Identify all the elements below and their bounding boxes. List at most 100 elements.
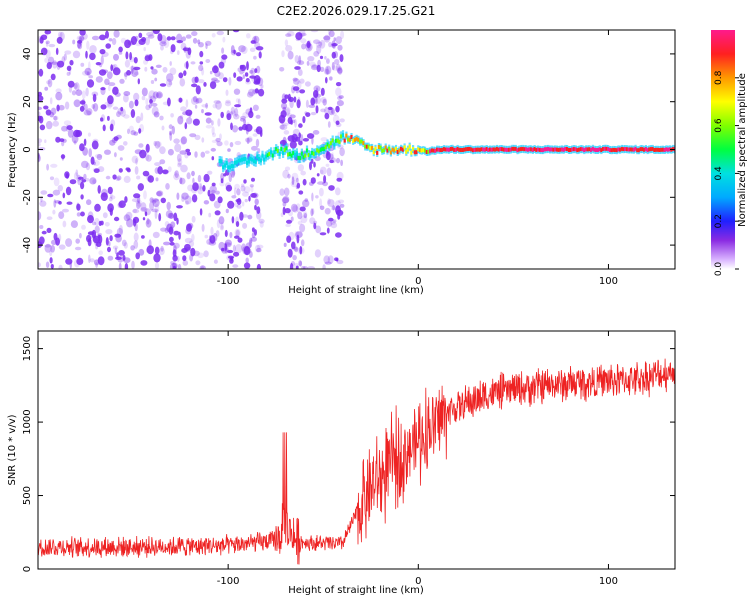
noise-point: [255, 126, 263, 135]
signal-band: [495, 146, 499, 151]
signal-band: [288, 152, 291, 156]
signal-band: [492, 147, 495, 152]
noise-point: [300, 134, 304, 143]
signal-band: [247, 159, 250, 164]
noise-point: [86, 40, 90, 50]
noise-point: [44, 244, 51, 248]
noise-point: [279, 67, 285, 72]
noise-point: [205, 59, 211, 63]
noise-point: [74, 82, 80, 92]
noise-point: [331, 152, 334, 161]
noise-point: [325, 77, 328, 84]
noise-point: [245, 137, 253, 143]
noise-point: [291, 133, 298, 143]
noise-point: [112, 106, 119, 110]
noise-point: [52, 189, 61, 196]
noise-point: [131, 155, 139, 164]
noise-point: [44, 86, 49, 91]
noise-point: [114, 233, 122, 238]
noise-point: [157, 33, 163, 42]
noise-point: [300, 38, 307, 44]
noise-point: [250, 67, 256, 76]
noise-point: [315, 87, 319, 96]
noise-point: [45, 40, 50, 45]
noise-point: [115, 234, 122, 243]
noise-point: [224, 229, 228, 238]
noise-point: [186, 172, 191, 180]
signal-band: [461, 148, 464, 152]
noise-point: [53, 177, 60, 187]
noise-point: [340, 159, 343, 166]
noise-point: [174, 170, 179, 179]
noise-point: [166, 201, 171, 211]
signal-band: [242, 157, 245, 162]
signal-band: [567, 148, 570, 152]
noise-point: [186, 117, 193, 125]
noise-point: [66, 71, 71, 76]
signal-band: [266, 153, 269, 158]
noise-point: [320, 97, 327, 103]
noise-point: [337, 66, 342, 71]
noise-point: [67, 129, 74, 138]
noise-point: [230, 49, 237, 56]
noise-point: [320, 137, 328, 142]
signal-band: [555, 147, 558, 152]
signal-band: [610, 148, 613, 153]
noise-point: [298, 123, 303, 128]
noise-point: [173, 171, 177, 176]
noise-point: [335, 122, 342, 128]
noise-point: [234, 140, 242, 146]
noise-point: [38, 211, 42, 221]
signal-band: [653, 148, 656, 152]
noise-point: [173, 242, 180, 249]
noise-point: [134, 166, 139, 175]
signal-band: [441, 148, 444, 152]
noise-point: [93, 161, 96, 166]
signal-band: [639, 147, 642, 152]
noise-point: [167, 212, 174, 219]
signal-band: [406, 147, 410, 152]
noise-point: [283, 242, 287, 247]
noise-point: [221, 54, 228, 60]
noise-point: [152, 198, 160, 208]
noise-point: [339, 147, 345, 157]
colorbar-tick-label: 0.6: [714, 118, 724, 133]
noise-point: [337, 66, 343, 75]
noise-point: [249, 251, 253, 258]
noise-point: [168, 81, 173, 86]
noise-point: [331, 61, 335, 71]
noise-point: [295, 265, 299, 269]
noise-point: [191, 76, 198, 84]
noise-point: [242, 112, 249, 119]
signal-band: [584, 147, 588, 152]
noise-point: [330, 220, 336, 225]
signal-band: [644, 147, 647, 151]
signal-band: [258, 157, 261, 161]
noise-point: [113, 216, 120, 222]
noise-point: [79, 105, 85, 112]
noise-point: [300, 170, 307, 176]
noise-point: [146, 245, 154, 255]
noise-point: [76, 202, 80, 210]
noise-point: [55, 47, 59, 56]
signal-band: [614, 148, 617, 152]
noise-point: [332, 43, 336, 49]
noise-point: [105, 43, 111, 49]
noise-point: [135, 158, 138, 165]
noise-point: [179, 177, 186, 185]
noise-point: [323, 35, 331, 41]
noise-point: [97, 185, 101, 194]
noise-point: [141, 37, 147, 42]
noise-point: [315, 41, 323, 48]
noise-point: [108, 38, 113, 42]
signal-band: [295, 151, 298, 156]
signal-band: [340, 134, 343, 139]
noise-point: [83, 173, 87, 180]
noise-point: [237, 67, 241, 72]
noise-point: [118, 168, 123, 173]
noise-point: [335, 63, 341, 72]
noise-point: [308, 181, 314, 186]
signal-band: [632, 147, 635, 152]
noise-point: [181, 36, 186, 42]
noise-point: [336, 67, 343, 74]
